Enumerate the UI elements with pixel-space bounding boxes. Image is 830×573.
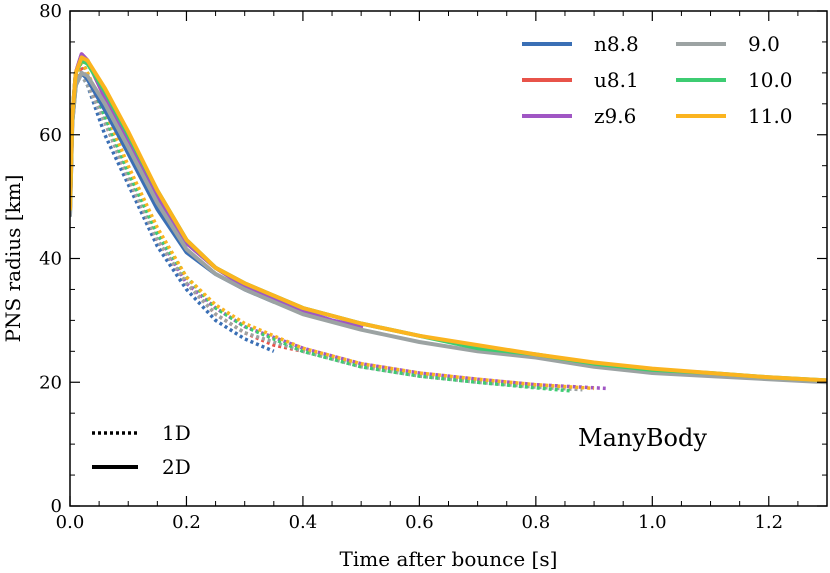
x-tick-label: 0.8 (522, 512, 551, 533)
x-tick-label: 1.0 (638, 512, 667, 533)
legend-item-n8_8: n8.8 (522, 32, 639, 56)
y-tick-label: 0 (51, 496, 62, 517)
legend-style-2D: 2D (92, 455, 191, 479)
y-tick-label: 20 (39, 372, 62, 393)
y-tick-label: 80 (39, 1, 62, 22)
legend-label: 11.0 (748, 104, 793, 128)
legend-label: 10.0 (748, 68, 793, 92)
legend-label: 9.0 (748, 32, 780, 56)
legend-label: n8.8 (594, 32, 639, 56)
x-tick-label: 0.4 (289, 512, 318, 533)
x-axis-label: Time after bounce [s] (340, 547, 558, 571)
series-line-11_0-1D (70, 58, 595, 391)
series-line-n8_8-1D (70, 71, 275, 353)
y-axis-label: PNS radius [km] (1, 175, 25, 343)
legend-item-11_0: 11.0 (676, 104, 793, 128)
legend-item-10_0: 10.0 (676, 68, 793, 92)
legend-layer: n8.8 u8.1 z9.6 9.0 10.0 11.0 1D 2D (92, 32, 793, 479)
model-annotation: ManyBody (578, 424, 707, 452)
series-line-11_0-2D (70, 55, 827, 383)
series-line-9_0-2D (70, 70, 827, 385)
legend-label: z9.6 (594, 104, 636, 128)
legend-label: u8.1 (594, 68, 639, 92)
series-layer (70, 52, 827, 393)
series-line-9_0-1D (70, 71, 583, 392)
series-line-z9_6-2D (70, 52, 364, 329)
x-tick-label: 0.2 (172, 512, 201, 533)
legend-item-9_0: 9.0 (676, 32, 780, 56)
legend-item-u8_1: u8.1 (522, 68, 639, 92)
legend-style-label: 2D (162, 455, 191, 479)
series-line-z9_6-1D (70, 58, 606, 391)
series-line-10_0-2D (70, 58, 827, 383)
legend-style-1D: 1D (92, 421, 191, 445)
series-line-10_0-1D (70, 58, 571, 393)
x-tick-label: 0.0 (56, 512, 85, 533)
y-tick-label: 60 (39, 125, 62, 146)
ticks-layer: 0.0 0.2 0.4 0.6 0.8 1.0 1.2 0 20 40 60 80 (39, 1, 827, 533)
x-tick-label: 1.2 (754, 512, 783, 533)
legend-item-z9_6: z9.6 (522, 104, 636, 128)
y-tick-label: 40 (39, 249, 62, 270)
legend-style-label: 1D (162, 421, 191, 445)
series-line-u8_1-1D (70, 64, 333, 360)
x-tick-label: 0.6 (405, 512, 434, 533)
